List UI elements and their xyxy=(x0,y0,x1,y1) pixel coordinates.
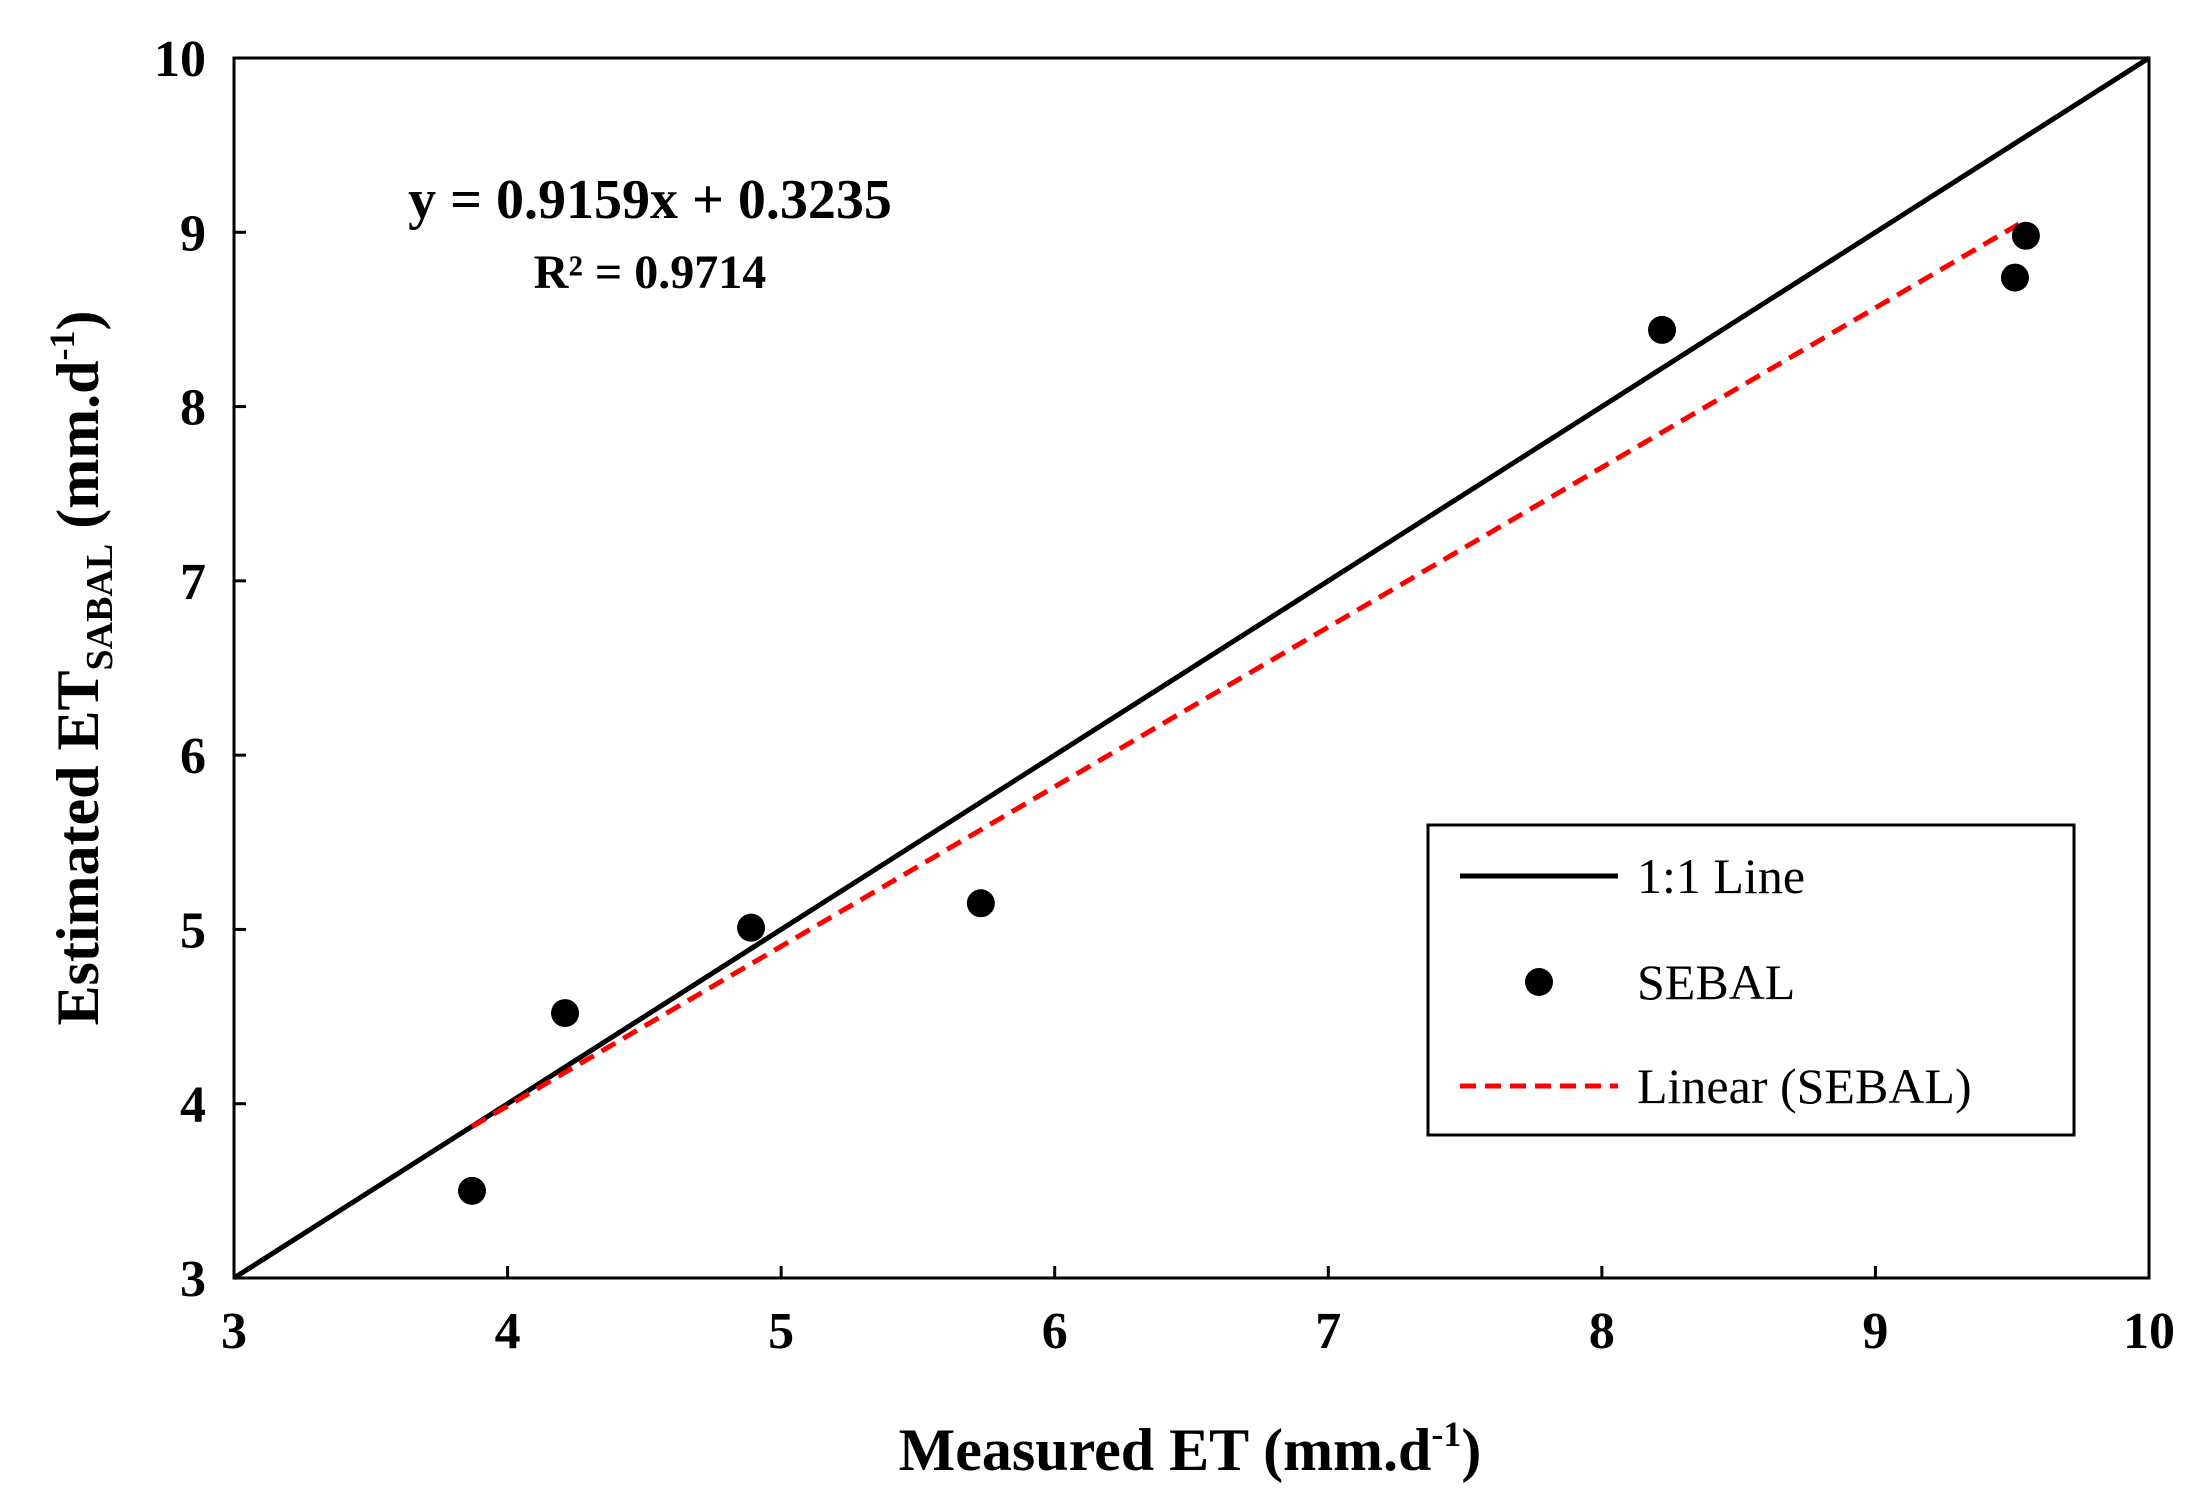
sebal-data-point xyxy=(2000,263,2029,292)
y-tick-label: 3 xyxy=(180,1251,206,1308)
y-axis-title: Estimated ETSABAL (mm.d-1) xyxy=(42,310,121,1025)
sebal-data-point xyxy=(1648,315,1677,344)
legend: 1:1 Line SEBAL Linear (SEBAL) xyxy=(1426,823,2076,1137)
y-tick-label: 6 xyxy=(180,728,206,785)
x-tick-label: 4 xyxy=(495,1303,521,1360)
y-tick-label: 4 xyxy=(180,1077,206,1134)
sebal-data-point xyxy=(966,889,995,918)
x-tick-label: 5 xyxy=(768,1303,794,1360)
x-tick-label: 6 xyxy=(1042,1303,1068,1360)
axis-tick-labels: 3 4 5 6 7 8 9 10 3 4 5 6 7 8 9 10 xyxy=(154,31,2175,1360)
x-axis-title-main: Measured ET (mm.d xyxy=(899,1417,1432,1483)
y-axis-title-main: Estimated ET xyxy=(45,670,111,1025)
sebal-data-point xyxy=(551,999,580,1028)
x-axis-title-sup: -1 xyxy=(1431,1414,1461,1454)
y-axis-title-mid: (mm.d xyxy=(45,360,111,543)
x-tick-label: 9 xyxy=(1862,1303,1888,1360)
y-axis-title-end: ) xyxy=(45,310,111,330)
legend-label-linear-sebal: Linear (SEBAL) xyxy=(1637,1058,1972,1114)
x-tick-label: 8 xyxy=(1589,1303,1615,1360)
y-tick-label: 7 xyxy=(180,554,206,611)
x-tick-label: 7 xyxy=(1315,1303,1341,1360)
y-axis-title-sub: SABAL xyxy=(79,544,121,671)
y-tick-label: 9 xyxy=(180,205,206,262)
plot-area-frame xyxy=(232,56,2151,1280)
y-tick-label: 10 xyxy=(154,31,206,88)
x-axis-title-end: ) xyxy=(1461,1417,1481,1483)
sebal-data-point xyxy=(458,1176,487,1205)
x-axis-title: Measured ET (mm.d-1) xyxy=(899,1414,1482,1483)
one-to-one-line xyxy=(232,55,2151,1281)
y-tick-label: 5 xyxy=(180,902,206,959)
x-tick-label: 3 xyxy=(221,1303,247,1360)
legend-swatch-sebal xyxy=(1525,968,1553,996)
sebal-data-point xyxy=(2011,221,2040,250)
y-tick-label: 8 xyxy=(180,380,206,437)
legend-label-sebal: SEBAL xyxy=(1637,954,1795,1010)
legend-label-1-1-line: 1:1 Line xyxy=(1637,848,1805,904)
y-axis-title-sup: -1 xyxy=(42,330,82,360)
series-layer xyxy=(232,55,2151,1281)
sebal-data-point xyxy=(737,913,766,942)
r-squared-label: R² = 0.9714 xyxy=(534,246,766,299)
x-tick-label: 10 xyxy=(2123,1303,2175,1360)
regression-equation: y = 0.9159x + 0.3235 xyxy=(408,169,892,231)
